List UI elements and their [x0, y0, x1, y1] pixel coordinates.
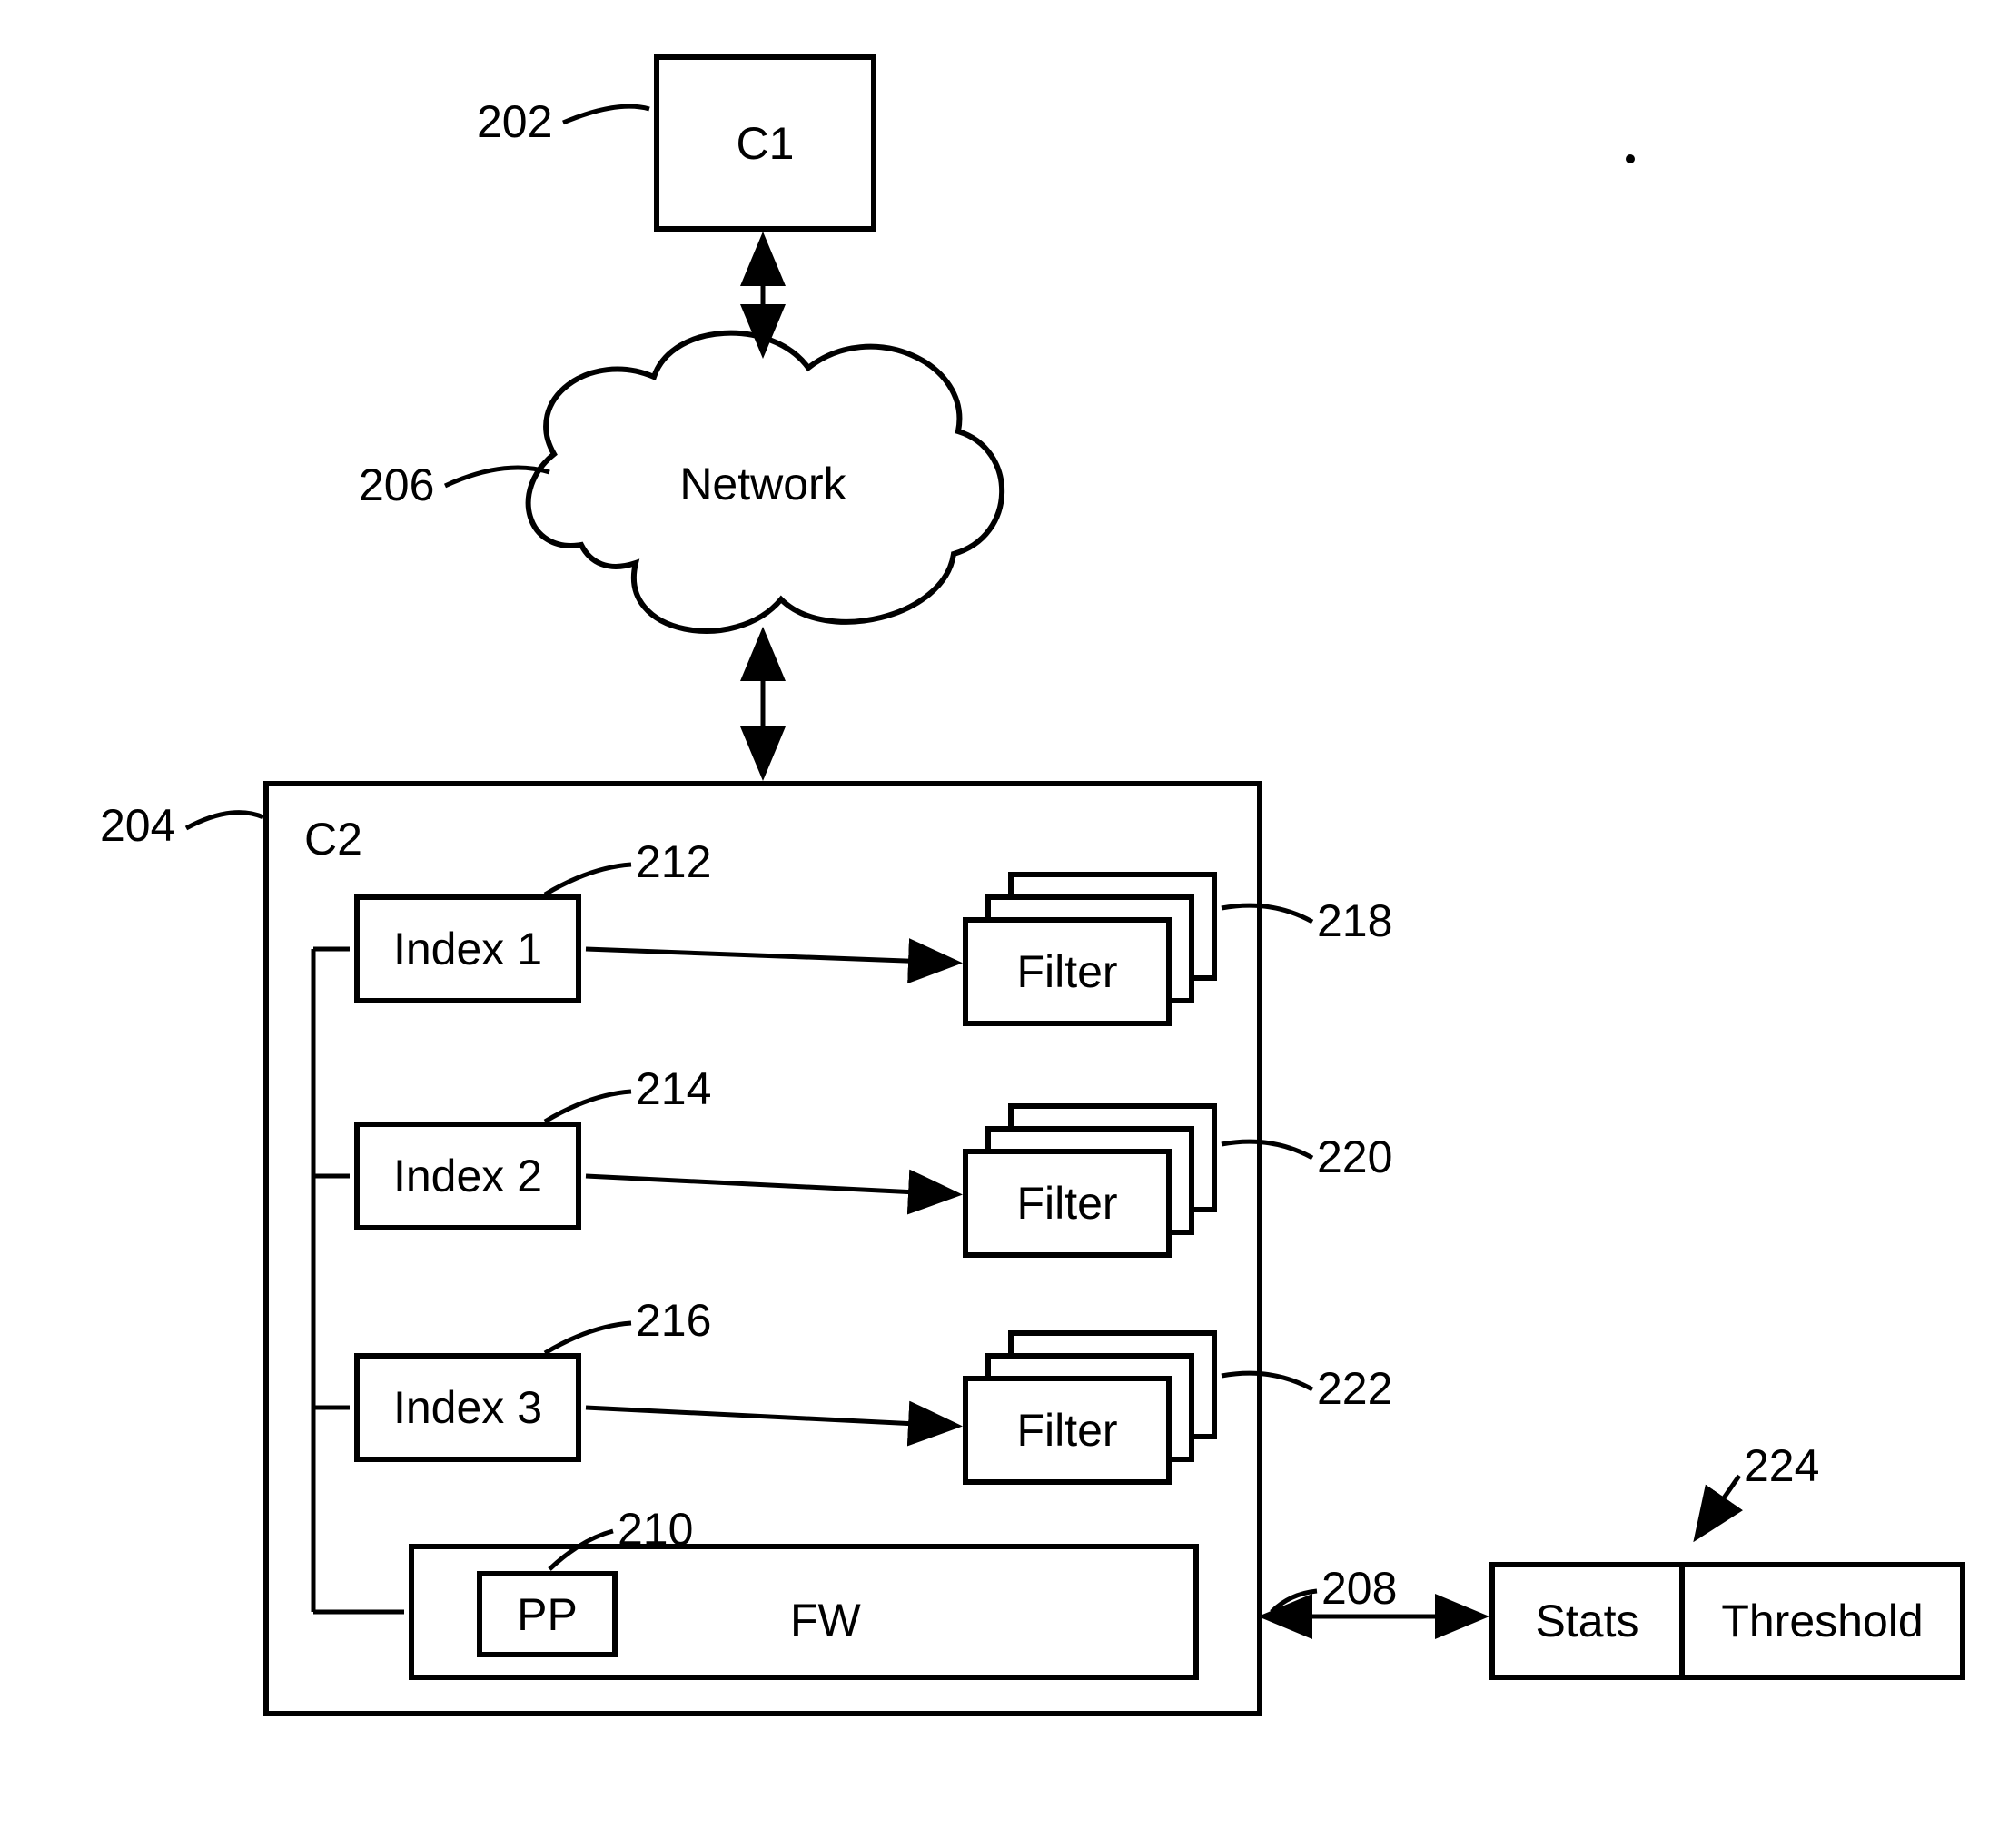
- diagram-canvas: C1 202 206 C2 204 Index 1 212 Index 2 21…: [0, 0, 1989, 1848]
- filter2-label: Filter: [1016, 1177, 1117, 1230]
- stats-threshold-ref-label: 224: [1744, 1439, 1819, 1492]
- network-label: Network: [679, 459, 846, 509]
- c2-ref-label: 204: [100, 799, 175, 852]
- index2-label: Index 2: [393, 1150, 542, 1202]
- c1-box: C1: [654, 54, 876, 232]
- stats-box: Stats: [1489, 1562, 1685, 1680]
- network-ref-label: 206: [359, 459, 434, 511]
- filter3-label: Filter: [1016, 1404, 1117, 1457]
- leader-208: [1272, 1591, 1317, 1612]
- index1-box: Index 1: [354, 894, 581, 1003]
- index3-ref-label: 216: [636, 1294, 711, 1347]
- leader-206: [445, 468, 549, 486]
- index2-box: Index 2: [354, 1122, 581, 1230]
- network-cloud: [529, 333, 1002, 631]
- filter1-label: Filter: [1016, 945, 1117, 998]
- c1-ref-label: 202: [477, 95, 552, 148]
- index2-ref-label: 214: [636, 1062, 711, 1115]
- stats-label: Stats: [1536, 1595, 1639, 1647]
- pp-box: PP: [477, 1571, 618, 1657]
- threshold-label: Threshold: [1721, 1595, 1923, 1647]
- filter1-ref-label: 218: [1317, 894, 1392, 947]
- index1-label: Index 1: [393, 923, 542, 975]
- c1-label: C1: [737, 117, 795, 170]
- leader-204: [186, 813, 263, 828]
- dot: [1626, 154, 1635, 163]
- index3-box: Index 3: [354, 1353, 581, 1462]
- fw-ref-label: 208: [1321, 1562, 1397, 1615]
- pp-ref-label: 210: [618, 1503, 693, 1556]
- c2-label: C2: [304, 813, 362, 865]
- filter2-ref-label: 220: [1317, 1131, 1392, 1183]
- threshold-box: Threshold: [1679, 1562, 1965, 1680]
- index1-ref-label: 212: [636, 835, 711, 888]
- filter3-ref-label: 222: [1317, 1362, 1392, 1415]
- leader-224: [1698, 1476, 1739, 1535]
- fw-label: FW: [790, 1594, 861, 1646]
- index3-label: Index 3: [393, 1381, 542, 1434]
- leader-202: [563, 106, 649, 123]
- pp-label: PP: [517, 1588, 578, 1641]
